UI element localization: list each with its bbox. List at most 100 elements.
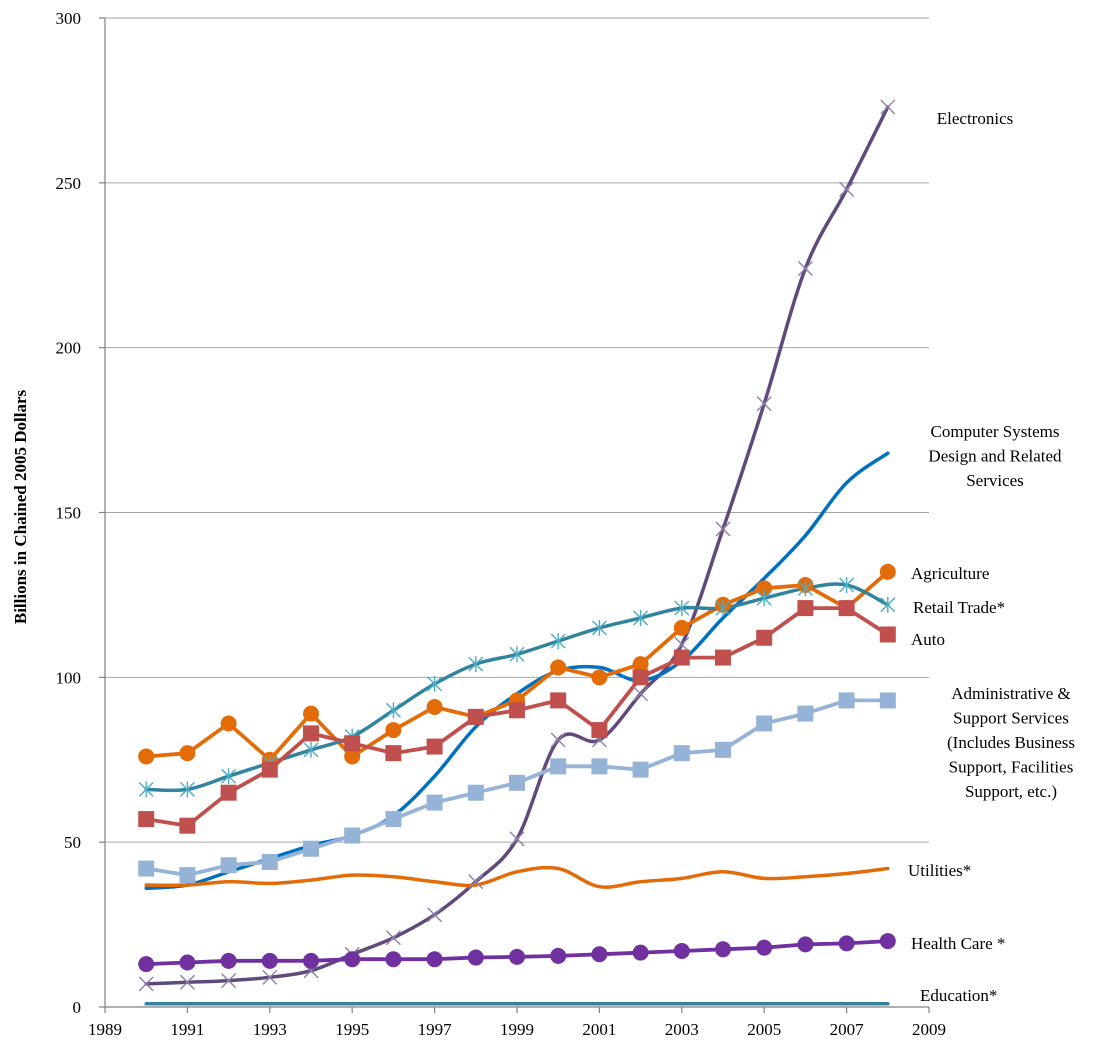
data-point-retail-trade	[221, 768, 237, 785]
data-point-agriculture	[303, 705, 319, 722]
x-tick-label: 1999	[500, 1020, 534, 1039]
data-point-health-care	[591, 946, 608, 963]
data-point-health-care	[673, 942, 690, 959]
data-point-retail-trade	[303, 741, 319, 758]
data-point-retail-trade	[633, 609, 649, 626]
series-label-electronics: Electronics	[937, 109, 1013, 128]
data-point-retail-trade	[138, 781, 154, 798]
data-point-electronics	[179, 974, 195, 990]
series-line-utilities	[144, 865, 890, 889]
data-point-health-care	[509, 948, 525, 965]
data-point-health-care	[261, 952, 278, 969]
series-label-agriculture: Agriculture	[911, 564, 989, 583]
series-label-line: Retail Trade*	[913, 598, 1005, 617]
data-point-agriculture	[344, 748, 361, 765]
data-point-auto	[673, 649, 690, 666]
y-axis-title: Billions in Chained 2005 Dollars	[11, 389, 30, 624]
series-label-education: Education*	[920, 986, 997, 1005]
series-lines	[144, 105, 890, 1006]
series-label-line: Utilities*	[908, 861, 971, 880]
data-point-retail-trade	[797, 580, 813, 597]
data-point-electronics	[385, 930, 401, 946]
series-label-line: Support, etc.)	[965, 782, 1057, 801]
data-point-retail-trade	[880, 596, 896, 613]
data-point-retail-trade	[427, 675, 443, 692]
series-labels: Electronics Computer Systems Design and Re…	[908, 109, 1075, 1005]
data-point-auto	[879, 626, 896, 643]
data-point-electronics	[138, 976, 154, 992]
data-point-auto	[385, 745, 402, 762]
series-label-line: Support, Facilities	[949, 758, 1074, 777]
y-tick-label: 250	[56, 174, 82, 193]
data-point-administrative-support-services-includes-business-support-facilities-support-etc	[179, 867, 196, 884]
data-point-electronics	[880, 99, 896, 115]
data-point-agriculture	[756, 580, 773, 597]
series-label-line: (Includes Business	[947, 733, 1075, 752]
data-point-administrative-support-services-includes-business-support-facilities-support-etc	[715, 741, 731, 758]
data-point-agriculture	[385, 722, 402, 739]
data-point-agriculture	[591, 669, 608, 686]
data-point-administrative-support-services-includes-business-support-facilities-support-etc	[632, 761, 649, 778]
data-point-retail-trade	[550, 633, 566, 650]
data-point-electronics	[674, 636, 690, 652]
series-label-health-care: Health Care *	[911, 934, 1005, 953]
data-point-retail-trade	[591, 619, 607, 636]
data-point-auto	[467, 708, 484, 725]
data-point-auto	[797, 600, 814, 617]
data-point-auto	[550, 692, 567, 709]
data-point-retail-trade	[509, 646, 525, 663]
x-tick-label: 2003	[665, 1020, 699, 1039]
x-tick-label: 2001	[582, 1020, 616, 1039]
y-tick-label: 300	[56, 9, 82, 28]
data-point-electronics	[715, 521, 731, 537]
data-point-health-care	[715, 941, 731, 958]
data-point-agriculture	[138, 748, 155, 765]
series-label-line: Services	[966, 471, 1024, 490]
data-point-retail-trade	[179, 781, 195, 798]
series-label-computer-systems-design-and-related-services: Computer Systems Design and Related Servic…	[928, 422, 1062, 490]
data-point-auto	[303, 725, 319, 742]
data-point-administrative-support-services-includes-business-support-facilities-support-etc	[509, 774, 525, 791]
data-point-health-care	[838, 935, 855, 952]
data-point-health-care	[179, 954, 196, 971]
x-tick-label: 1993	[253, 1020, 287, 1039]
data-point-auto	[756, 629, 773, 646]
data-point-agriculture	[220, 715, 237, 732]
data-point-auto	[179, 817, 196, 834]
data-point-auto	[138, 811, 155, 828]
x-tick-label: 2005	[747, 1020, 781, 1039]
data-point-health-care	[303, 952, 319, 969]
data-point-electronics	[839, 181, 855, 197]
data-point-auto	[261, 761, 278, 778]
x-tick-label: 2009	[912, 1020, 946, 1039]
data-point-electronics	[797, 261, 813, 277]
series-label-line: Design and Related	[928, 447, 1062, 466]
data-point-agriculture	[673, 619, 690, 636]
series-line-electronics	[144, 105, 890, 986]
data-point-administrative-support-services-includes-business-support-facilities-support-etc	[756, 715, 773, 732]
series-label-line: Support Services	[953, 709, 1069, 728]
data-point-electronics	[550, 732, 566, 748]
data-point-electronics	[262, 969, 278, 985]
data-point-retail-trade	[674, 600, 690, 617]
data-point-health-care	[385, 951, 402, 968]
data-point-auto	[632, 669, 649, 686]
data-point-retail-trade	[715, 600, 731, 617]
data-point-administrative-support-services-includes-business-support-facilities-support-etc	[838, 692, 855, 709]
x-tick-label: 1989	[88, 1020, 122, 1039]
data-point-auto	[344, 735, 361, 752]
y-tick-label: 100	[56, 668, 82, 687]
data-point-auto	[591, 722, 608, 739]
data-point-auto	[715, 649, 731, 666]
data-point-health-care	[797, 936, 814, 953]
data-point-administrative-support-services-includes-business-support-facilities-support-etc	[138, 860, 155, 877]
data-point-administrative-support-services-includes-business-support-facilities-support-etc	[426, 794, 443, 811]
data-point-health-care	[426, 951, 443, 968]
data-point-administrative-support-services-includes-business-support-facilities-support-etc	[261, 853, 278, 870]
y-tick-label: 0	[73, 998, 82, 1017]
series-label-line: Auto	[911, 630, 945, 649]
series-label-auto: Auto	[911, 630, 945, 649]
data-point-health-care	[632, 944, 649, 961]
data-point-agriculture	[550, 659, 567, 676]
